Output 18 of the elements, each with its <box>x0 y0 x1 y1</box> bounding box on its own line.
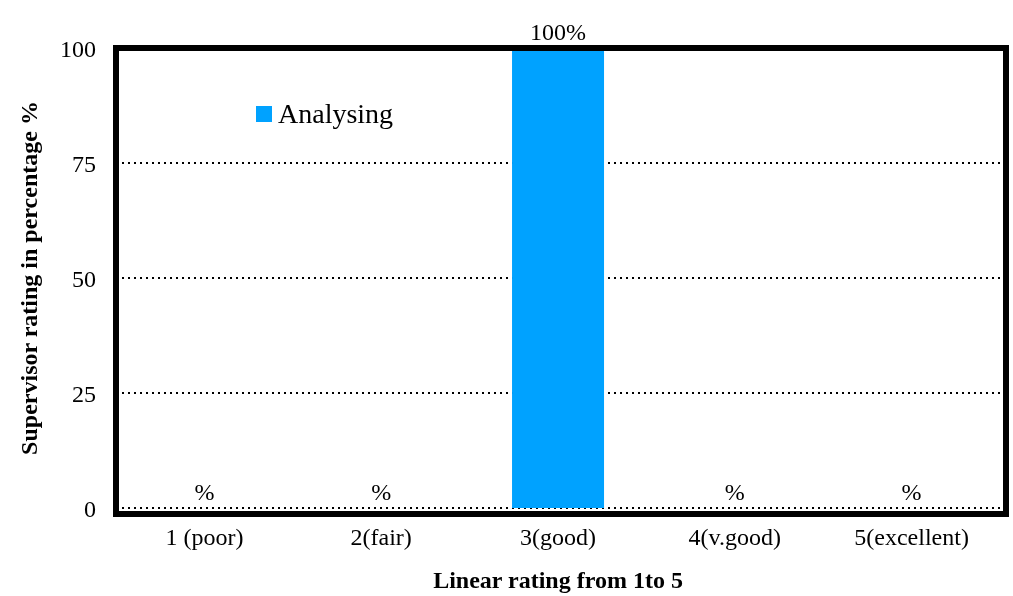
y-tick-label: 0 <box>84 495 96 522</box>
data-label: % <box>194 479 215 505</box>
x-tick-label: 1 (poor) <box>165 524 244 551</box>
x-tick-label: 5(excellent) <box>854 524 969 551</box>
y-tick-label: 75 <box>72 150 96 177</box>
data-label: % <box>724 479 745 505</box>
legend-label: Analysing <box>278 98 394 130</box>
x-axis-title: Linear rating from 1to 5 <box>433 567 683 593</box>
y-tick-label: 50 <box>72 265 96 292</box>
data-label: 100% <box>530 19 586 45</box>
data-label: % <box>371 479 392 505</box>
data-label: % <box>901 479 922 505</box>
y-axis-title: Supervisor rating in percentage % <box>15 101 42 455</box>
y-tick-label: 100 <box>60 35 96 62</box>
x-tick-label: 3(good) <box>520 524 596 551</box>
x-tick-label: 4(v.good) <box>688 524 782 551</box>
y-tick-label: 25 <box>72 380 96 407</box>
x-tick-label: 2(fair) <box>350 524 412 551</box>
